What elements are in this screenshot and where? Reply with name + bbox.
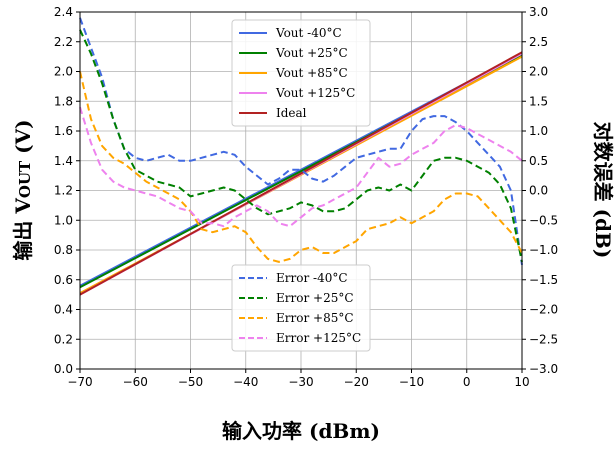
vout-series-line-4 [79,51,523,296]
x-axis-title: 输入功率 (dBm) [222,419,380,443]
y-right-tick-label-6: 0.0 [529,184,548,198]
y-left-tick-label-3: 0.6 [54,273,73,287]
y-right-axis-ticks: −3.0 −2.5 −2.0 −1.5 −1.0 −0.5 0.0 0.5 1.0 1.5 2.0 2… [522,5,558,376]
y-left-tick-label-10: 2.0 [54,65,73,79]
x-tick-label-1: −60 [123,375,148,389]
y-right-tick-label-9: 1.5 [529,94,548,108]
y-right-tick-label-10: 2.0 [529,65,548,79]
y-left-title-sub: OUT [16,160,34,198]
y-right-tick-label-8: 1.0 [529,124,548,138]
error-series-line-1 [79,29,523,263]
y-left-title-unit: (V) [11,119,35,160]
y-right-tick-label-0: −3.0 [529,362,558,376]
y-left-tick-label-2: 0.4 [54,303,73,317]
y-left-tick-label-1: 0.2 [54,332,73,346]
error-series-line-3 [79,106,523,228]
y-right-tick-label-4: −1.0 [529,243,558,257]
error-series-line-0 [79,17,523,266]
y-left-title-main: 输出 V [11,198,35,261]
y-left-axis-ticks: 0.0 0.2 0.4 0.6 0.8 1.0 1.2 1.4 1.6 1.8 2.0 2.2 2.4 [54,5,80,376]
error-lines [79,17,523,266]
x-tick-label-4: −30 [288,375,313,389]
y-left-tick-label-11: 2.2 [54,35,73,49]
legend-vout-box [231,19,371,127]
legend-error-label-1: Error +25°C [276,291,354,305]
x-tick-label-2: −50 [178,375,203,389]
x-tick-label-0: −70 [67,375,92,389]
legend-error-label-0: Error -40°C [276,271,348,285]
error-series-line-2 [79,71,523,263]
y-left-tick-label-8: 1.6 [54,124,73,138]
x-tick-label-3: −40 [233,375,258,389]
legend-vout-label-4: Ideal [276,106,307,120]
y-right-tick-label-2: −2.0 [529,303,558,317]
y-left-tick-label-9: 1.8 [54,94,73,108]
x-tick-label-6: −10 [399,375,424,389]
legend-vout-label-3: Vout +125°C [275,86,355,100]
y-left-tick-label-4: 0.8 [54,243,73,257]
x-tick-label-7: 0 [463,375,471,389]
y-left-tick-label-12: 2.4 [54,5,73,19]
legend-error-label-2: Error +85°C [276,311,354,325]
y-left-tick-label-6: 1.2 [54,184,73,198]
vout-lines [79,51,523,296]
y-right-tick-label-1: −2.5 [529,332,558,346]
y-right-tick-label-3: −1.5 [529,273,558,287]
legend-vout: Vout -40°C Vout +25°C Vout +85°C Vout +125°… [231,19,371,127]
y-left-tick-label-0: 0.0 [54,362,73,376]
legend-vout-label-2: Vout +85°C [275,66,348,80]
x-tick-label-8: 10 [514,375,529,389]
y-right-axis-title: 对数误差 (dB) [591,122,615,259]
legend-error-box [231,264,371,352]
y-right-tick-label-12: 3.0 [529,5,548,19]
y-right-tick-label-5: −0.5 [529,213,558,227]
legend-vout-label-1: Vout +25°C [275,46,348,60]
y-left-tick-label-5: 1.0 [54,213,73,227]
y-right-tick-label-11: 2.5 [529,35,548,49]
legend-vout-label-0: Vout -40°C [275,26,342,40]
y-left-axis-title: 输出 VOUT (V) [11,119,35,260]
legend-error-label-3: Error +125°C [276,331,361,345]
legend-error: Error -40°C Error +25°C Error +85°C Error +… [231,264,371,352]
x-tick-label-5: −20 [344,375,369,389]
y-right-tick-label-7: 0.5 [529,154,548,168]
x-axis-ticks: −70 −60 −50 −40 −30 −20 −10 0 10 [67,369,530,389]
y-left-tick-label-7: 1.4 [54,154,73,168]
